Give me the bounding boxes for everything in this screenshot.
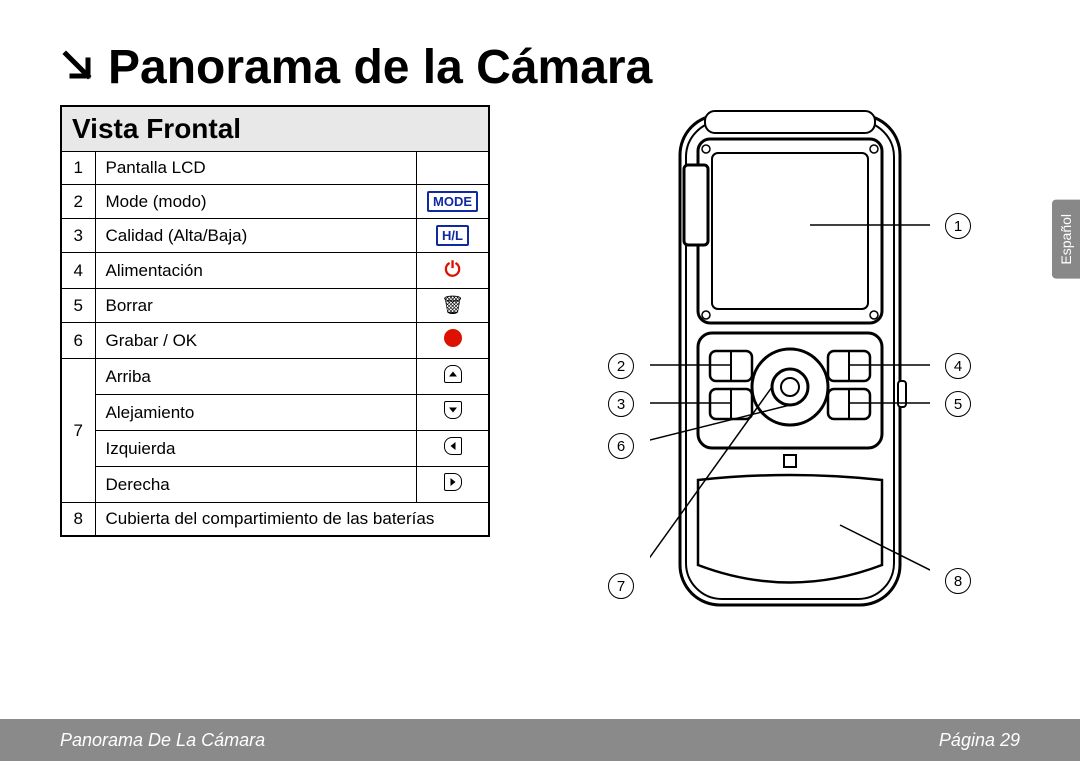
record-icon [444,329,462,347]
arrow-left-icon [444,437,462,455]
row-icon [417,395,490,431]
camera-diagram [650,105,930,625]
section-heading: Vista Frontal [61,106,489,152]
row-num: 8 [61,503,95,537]
page-title: Panorama de la Cámara [108,40,652,95]
row-icon [417,152,490,185]
parts-table-container: Vista Frontal 1 Pantalla LCD 2 Mode (mod… [60,105,490,537]
footer-section: Panorama De La Cámara [60,730,265,751]
row-icon: MODE [417,185,490,219]
row-icon: ⏻ [417,253,490,289]
manual-page: Panorama de la Cámara Vista Frontal 1 Pa… [0,0,1080,761]
row-label: Calidad (Alta/Baja) [95,219,417,253]
callout-4: 4 [945,353,971,379]
row-label: Cubierta del compartimiento de las bater… [95,503,489,537]
row-label: Arriba [95,359,417,395]
title-arrow-icon [60,48,94,87]
callout-7: 7 [608,573,634,599]
arrow-down-icon [444,401,462,419]
row-icon [417,431,490,467]
diagram-area: 1 2 3 4 5 6 7 8 [490,105,1050,537]
arrow-right-icon [444,473,462,491]
callout-1: 1 [945,213,971,239]
callout-3: 3 [608,391,634,417]
row-num: 6 [61,323,95,359]
row-icon [417,467,490,503]
trash-icon: 🗑 [441,295,464,315]
language-tab: Español [1052,200,1080,279]
row-num: 5 [61,289,95,323]
callout-8: 8 [945,568,971,594]
row-num: 7 [61,359,95,503]
mode-icon: MODE [427,191,478,212]
row-icon [417,359,490,395]
row-label: Pantalla LCD [95,152,417,185]
row-num: 3 [61,219,95,253]
footer-page: Página 29 [939,730,1020,751]
page-title-row: Panorama de la Cámara [0,40,1080,95]
arrow-up-icon [444,365,462,383]
row-icon: H/L [417,219,490,253]
row-num: 2 [61,185,95,219]
callout-6: 6 [608,433,634,459]
parts-table: Vista Frontal 1 Pantalla LCD 2 Mode (mod… [60,105,490,537]
row-label: Izquierda [95,431,417,467]
row-label: Borrar [95,289,417,323]
row-icon [417,323,490,359]
row-label: Derecha [95,467,417,503]
callout-5: 5 [945,391,971,417]
hl-icon: H/L [436,225,469,246]
page-footer: Panorama De La Cámara Página 29 [0,719,1080,761]
row-icon: 🗑 [417,289,490,323]
row-num: 1 [61,152,95,185]
row-label: Alimentación [95,253,417,289]
row-label: Alejamiento [95,395,417,431]
power-icon: ⏻ [445,259,461,281]
row-label: Mode (modo) [95,185,417,219]
row-num: 4 [61,253,95,289]
row-label: Grabar / OK [95,323,417,359]
callout-2: 2 [608,353,634,379]
